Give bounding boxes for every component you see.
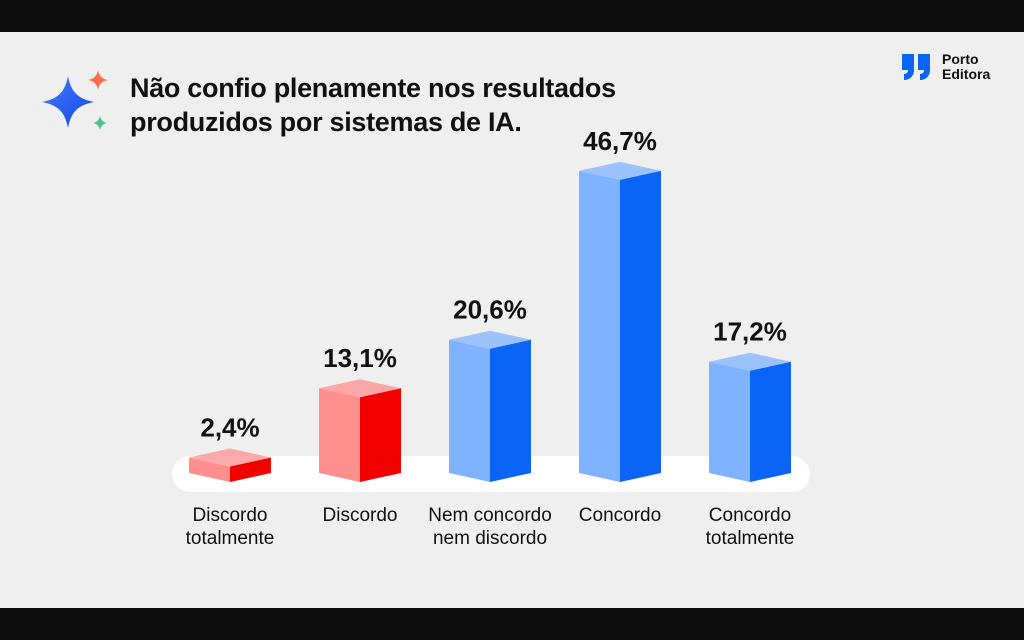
bar-face-left bbox=[449, 339, 490, 482]
bar-value-label: 46,7% bbox=[583, 126, 657, 156]
bar-face-top bbox=[189, 448, 271, 467]
category-label: Concordo totalmente bbox=[706, 505, 795, 549]
labels-group: 2,4%Discordo totalmente13,1%Discordo20,6%… bbox=[186, 126, 795, 549]
bar-3 bbox=[449, 330, 531, 482]
bar-4 bbox=[579, 161, 661, 482]
porto-editora-logo-icon bbox=[902, 54, 930, 80]
bar-face-left bbox=[709, 361, 750, 482]
chart-title-line-1: Não confio plenamente nos resultados bbox=[130, 73, 616, 103]
category-label-line: Concordo bbox=[709, 505, 791, 526]
bars-group bbox=[189, 161, 791, 482]
brand-name-line-1: Porto bbox=[942, 51, 979, 68]
bar-face-left bbox=[189, 457, 230, 482]
category-label-line: totalmente bbox=[186, 528, 275, 549]
category-label-line: Nem concordo bbox=[428, 505, 552, 526]
sparkle-icon bbox=[42, 70, 108, 130]
category-label-line: totalmente bbox=[706, 528, 795, 549]
chart-stage: Não confio plenamente nos resultados pro… bbox=[0, 32, 1024, 608]
category-label: Concordo bbox=[579, 505, 661, 526]
category-label-line: Concordo bbox=[579, 505, 661, 526]
category-label-line: Discordo bbox=[323, 505, 398, 526]
bar-face-top bbox=[319, 379, 401, 398]
bar-value-label: 13,1% bbox=[323, 343, 397, 373]
bar-face-left bbox=[579, 170, 620, 482]
bar-chart: 2,4%Discordo totalmente13,1%Discordo20,6%… bbox=[172, 126, 810, 549]
bar-5 bbox=[709, 352, 791, 482]
chart-title: Não confio plenamente nos resultados pro… bbox=[130, 72, 650, 140]
category-label-line: nem discordo bbox=[433, 528, 547, 549]
bar-face-top bbox=[449, 330, 531, 349]
category-label: Discordo totalmente bbox=[186, 505, 275, 549]
bar-face-right bbox=[360, 388, 401, 482]
brand-name-line-2: Editora bbox=[942, 66, 991, 82]
category-label-line: Discordo bbox=[193, 505, 268, 526]
category-label: Discordo bbox=[323, 505, 398, 526]
brand-logo: Porto Editora bbox=[900, 50, 990, 84]
brand-name: Porto Editora bbox=[942, 52, 990, 81]
bar-face-right bbox=[620, 170, 661, 482]
bar-value-label: 20,6% bbox=[453, 295, 527, 325]
bar-face-right bbox=[230, 457, 271, 482]
bar-face-left bbox=[319, 388, 360, 482]
bar-face-right bbox=[490, 339, 531, 482]
bar-value-label: 2,4% bbox=[200, 412, 259, 442]
category-label: Nem concordo nem discordo bbox=[428, 505, 552, 549]
bar-face-top bbox=[579, 161, 661, 180]
chart-title-line-2: produzidos por sistemas de IA. bbox=[130, 106, 522, 137]
bar-1 bbox=[189, 448, 271, 482]
bar-2 bbox=[319, 379, 401, 482]
bar-value-label: 17,2% bbox=[713, 317, 787, 347]
bar-face-top bbox=[709, 352, 791, 371]
bar-face-right bbox=[750, 361, 791, 482]
